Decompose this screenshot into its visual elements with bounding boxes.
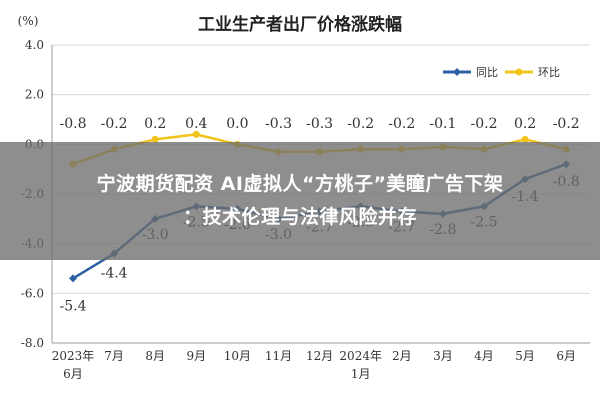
x-tick-label: 11月 (265, 349, 292, 363)
y-unit-label: (%) (18, 14, 39, 28)
x-tick-label: 10月 (224, 349, 251, 363)
yoy-data-label: -5.4 (60, 298, 87, 314)
mom-data-label: -0.2 (388, 116, 415, 132)
x-tick-label: 2023年 (52, 349, 95, 363)
mom-data-label: -0.3 (306, 116, 333, 132)
mom-data-label: -0.3 (265, 116, 292, 132)
x-tick-label: 9月 (186, 349, 206, 363)
mom-data-label: 0.4 (185, 116, 207, 132)
x-tick-label: 2月 (392, 349, 412, 363)
overlay-text: 宁波期货配资 AI虚拟人“方桃子”美瞳广告下架 ：技术伦理与法律风险并存 (10, 168, 590, 234)
chart-title: 工业生产者出厂价格涨跌幅 (198, 14, 402, 35)
x-tick-label: 2024年 (339, 349, 382, 363)
mom-point (521, 135, 529, 143)
legend-label: 环比 (538, 66, 560, 79)
x-tick-label: 4月 (474, 349, 494, 363)
mom-point (192, 130, 200, 138)
mom-data-label: -0.1 (429, 116, 456, 132)
mom-data-label: -0.2 (101, 116, 128, 132)
x-tick-label-line2: 6月 (63, 367, 83, 381)
mom-data-label: -0.8 (60, 116, 87, 132)
overlay-line-2: ：技术伦理与法律风险并存 (182, 206, 417, 228)
legend-swatch-marker (515, 68, 523, 76)
mom-point (151, 135, 159, 143)
y-tick-label: 2.0 (25, 88, 44, 102)
overlay-banner: 宁波期货配资 AI虚拟人“方桃子”美瞳广告下架 ：技术伦理与法律风险并存 (0, 142, 600, 260)
yoy-data-label: -4.4 (101, 266, 128, 282)
legend-swatch-marker (453, 68, 461, 76)
x-tick-label: 5月 (515, 349, 535, 363)
y-tick-label: 4.0 (25, 38, 44, 52)
mom-data-label: 0.2 (144, 116, 166, 132)
x-tick-label: 12月 (306, 349, 333, 363)
x-tick-label-line2: 1月 (351, 367, 371, 381)
x-tick-label: 6月 (556, 349, 576, 363)
x-tick-label: 3月 (433, 349, 453, 363)
y-tick-label: -8.0 (21, 336, 44, 350)
mom-data-label: 0.0 (226, 116, 248, 132)
x-tick-label: 8月 (145, 349, 165, 363)
mom-data-label: -0.2 (471, 116, 498, 132)
legend-label: 同比 (476, 66, 498, 79)
mom-data-label: -0.2 (347, 116, 374, 132)
x-tick-label: 7月 (104, 349, 124, 363)
yoy-point (69, 274, 77, 283)
overlay-line-1: 宁波期货配资 AI虚拟人“方桃子”美瞳广告下架 (96, 173, 504, 195)
mom-data-label: -0.2 (553, 116, 580, 132)
mom-data-label: 0.2 (514, 116, 536, 132)
y-tick-label: -6.0 (21, 286, 44, 300)
